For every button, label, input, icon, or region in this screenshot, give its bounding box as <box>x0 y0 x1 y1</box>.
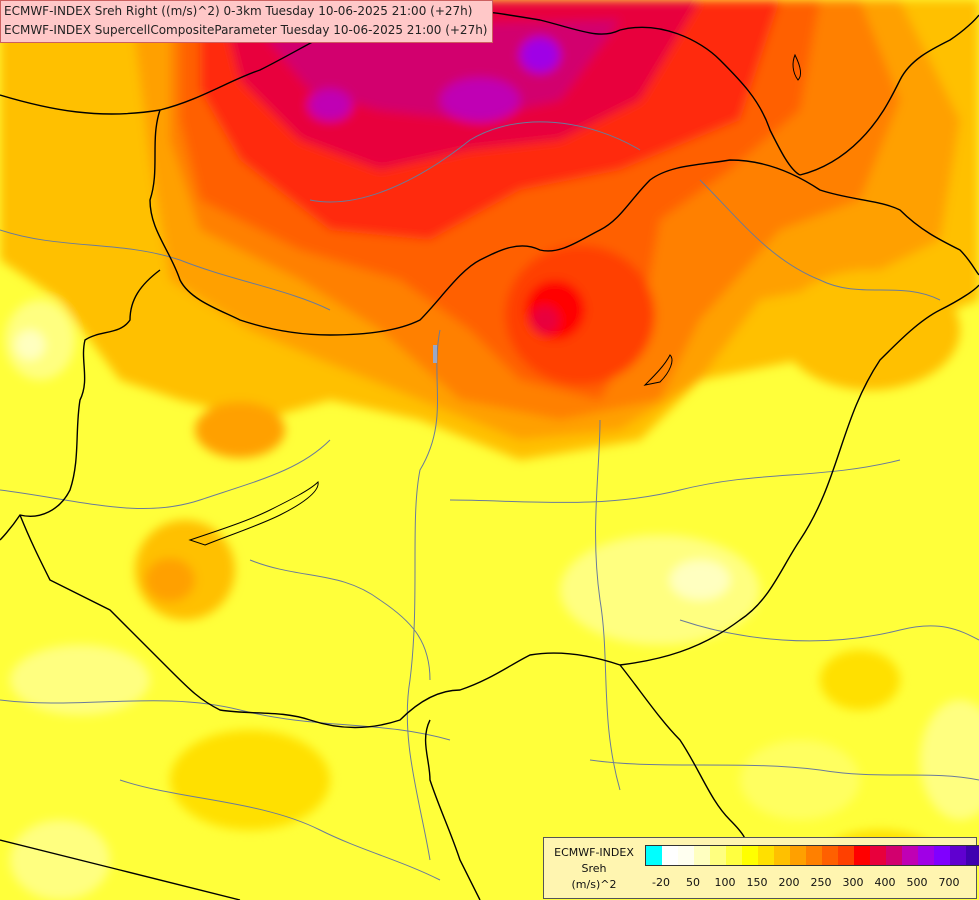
legend-tick-label: 200 <box>778 876 800 889</box>
legend-swatch <box>950 846 966 865</box>
legend-swatch <box>790 846 806 865</box>
legend-swatch <box>726 846 742 865</box>
legend-tick-label: 300 <box>842 876 864 889</box>
legend-tick-label: 150 <box>746 876 768 889</box>
legend-tick-label: 100 <box>714 876 736 889</box>
legend-swatch <box>694 846 710 865</box>
legend-tick-label: 700 <box>938 876 960 889</box>
legend-swatch <box>854 846 870 865</box>
legend-swatch <box>742 846 758 865</box>
legend-swatch <box>758 846 774 865</box>
legend-swatch <box>806 846 822 865</box>
legend-swatch <box>646 846 662 865</box>
legend-swatch <box>678 846 694 865</box>
map-title-line-2: ECMWF-INDEX SupercellCompositeParameter … <box>4 23 488 37</box>
legend-color-scale <box>645 845 979 866</box>
legend-swatch <box>710 846 726 865</box>
legend-swatch <box>966 846 979 865</box>
map-title-box: ECMWF-INDEX Sreh Right ((m/s)^2) 0-3km T… <box>0 0 493 43</box>
legend-tick-label: -20 <box>652 876 670 889</box>
map-title-line-1: ECMWF-INDEX Sreh Right ((m/s)^2) 0-3km T… <box>4 4 473 18</box>
legend-tick-label: 50 <box>686 876 700 889</box>
legend-swatch <box>934 846 950 865</box>
legend-tick-label: 400 <box>874 876 896 889</box>
legend-variable-label: Sreh <box>581 862 607 875</box>
legend-swatch <box>838 846 854 865</box>
region-lines <box>0 121 979 881</box>
legend-tick-label: 500 <box>906 876 928 889</box>
lake-outlines <box>188 53 802 546</box>
lake-fill <box>433 345 437 363</box>
legend-model-label: ECMWF-INDEX <box>554 846 634 859</box>
legend-swatch <box>870 846 886 865</box>
legend-swatch <box>774 846 790 865</box>
legend-swatch <box>902 846 918 865</box>
legend-swatch <box>662 846 678 865</box>
legend-swatch <box>822 846 838 865</box>
color-legend: ECMWF-INDEX Sreh (m/s)^2 -20 50 100 150 200 2… <box>543 837 979 899</box>
legend-swatch <box>886 846 902 865</box>
legend-unit-label: (m/s)^2 <box>571 878 617 891</box>
legend-tick-label: 250 <box>810 876 832 889</box>
legend-swatch <box>918 846 934 865</box>
